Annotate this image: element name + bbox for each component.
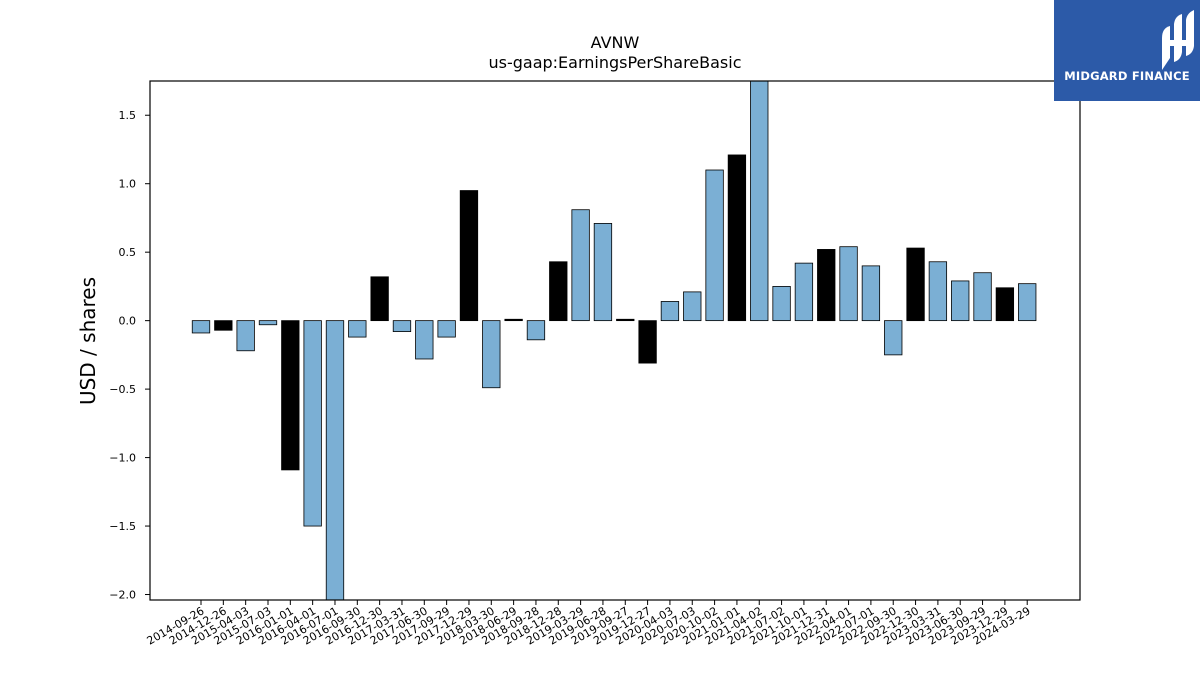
y-tick-label: 0.0 [119,315,137,328]
y-tick-label: 1.5 [119,109,137,122]
bar-2016-04-01 [303,320,322,527]
bar-2023-03-31 [928,261,948,322]
bar-2017-09-29 [437,320,456,338]
bar-2022-07-01 [861,265,881,322]
bar-2014-12-26 [214,320,233,331]
bar-2022-12-30 [906,247,925,322]
bar-2017-03-31 [392,320,412,333]
y-tick-label: −1.5 [109,520,136,533]
y-tick-label: 0.5 [119,246,137,259]
bar-2017-06-30 [415,320,434,360]
bar-2023-06-30 [951,280,970,322]
bar-2021-07-02 [772,286,791,322]
bar-2016-09-30 [348,320,367,338]
bar-2024-03-29 [1018,283,1037,322]
logo-text: MIDGARD FINANCE [1064,69,1190,83]
bar-2017-12-29 [459,190,479,322]
x-axis-ticks: 2014-09-262014-12-262015-04-032015-07-03… [145,600,1033,648]
bars-group [191,80,1037,601]
bar-2023-12-29 [995,287,1015,322]
bar-2019-12-27 [638,320,657,364]
bar-2018-03-30 [482,320,501,389]
bar-2021-12-31 [817,249,836,322]
bar-2016-01-01 [281,320,300,471]
y-tick-label: 1.0 [119,178,137,191]
bar-2018-06-29 [504,318,523,322]
bar-2014-09-26 [191,320,211,334]
bar-2021-01-01 [727,154,747,322]
y-tick-label: −2.0 [109,589,136,602]
chart-title: AVNW [591,33,640,52]
bar-2023-09-29 [973,272,992,322]
bar-2018-09-28 [526,320,546,341]
bar-2016-07-01 [325,320,345,601]
bar-2015-07-03 [258,320,278,326]
bar-2019-06-28 [593,223,613,322]
bar-2022-04-01 [839,246,858,322]
midgard-finance-logo: MIDGARD FINANCE [1054,0,1200,101]
y-axis-ticks: −2.0 −1.5 −1.0 −0.5 0.0 0.5 1.0 1.5 [109,109,150,602]
bar-2020-04-03 [660,301,680,322]
bar-2020-10-02 [705,169,724,322]
y-tick-label: −1.0 [109,452,136,465]
bar-2021-10-01 [794,262,814,322]
plot-frame [149,80,1081,601]
bar-2019-03-29 [571,209,590,322]
bar-2018-12-28 [549,261,568,322]
midgard-logo-icon [1162,10,1194,70]
bar-2015-04-03 [236,320,255,352]
chart-subtitle: us-gaap:EarningsPerShareBasic [488,53,741,72]
bar-2022-09-30 [884,320,903,356]
y-axis-label: USD / shares [76,277,100,405]
bar-2020-07-03 [683,291,702,322]
bar-2016-12-30 [370,276,389,322]
y-tick-label: −0.5 [109,383,136,396]
bar-2019-09-27 [616,318,635,322]
bar-2021-04-02 [750,80,769,322]
